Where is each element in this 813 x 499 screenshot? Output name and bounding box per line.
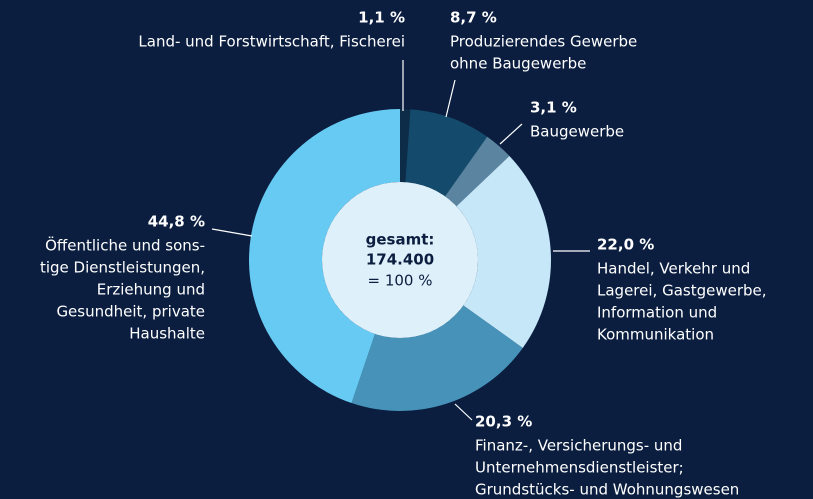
- category-label: Haushalte: [129, 325, 205, 343]
- value-label: 22,0 %: [597, 236, 654, 254]
- leader-line: [499, 123, 523, 145]
- donut-segment: [445, 136, 510, 207]
- category-label: Produzierendes Gewerbe: [450, 33, 637, 51]
- leader-line: [211, 228, 253, 237]
- donut-segment: [351, 305, 523, 411]
- category-label: ohne Baugewerbe: [450, 55, 586, 73]
- center-text: = 100 %: [368, 272, 433, 290]
- center-text: 174.400: [366, 251, 434, 269]
- category-label: Lagerei, Gastgewerbe,: [597, 282, 767, 300]
- center-circle: [322, 182, 478, 338]
- value-label: 3,1 %: [530, 99, 577, 117]
- category-label: Kommunikation: [597, 326, 714, 344]
- leader-line: [445, 79, 456, 118]
- donut-segment: [456, 155, 551, 348]
- category-label: Handel, Verkehr und: [597, 260, 750, 278]
- value-label: 20,3 %: [475, 413, 532, 431]
- value-label: 44,8 %: [148, 213, 205, 231]
- category-label: Information und: [597, 304, 717, 322]
- leader-line: [454, 403, 473, 421]
- category-label: Land- und Forstwirtschaft, Fischerei: [138, 33, 405, 51]
- category-label: Unternehmensdienstleister;: [475, 459, 684, 477]
- category-label: Baugewerbe: [530, 123, 624, 141]
- category-label: tige Dienstleistungen,: [40, 259, 205, 277]
- donut-segment: [400, 109, 411, 183]
- category-label: Öffentliche und sons-: [45, 236, 205, 255]
- category-label: Erziehung und: [97, 281, 205, 299]
- value-label: 8,7 %: [450, 9, 497, 27]
- center-text: gesamt:: [366, 231, 435, 249]
- value-label: 1,1 %: [358, 9, 405, 27]
- donut-segment: [405, 109, 488, 197]
- donut-segment: [248, 109, 400, 404]
- category-label: Gesundheit, private: [56, 303, 205, 321]
- category-label: Grundstücks- und Wohnungswesen: [475, 481, 739, 499]
- category-label: Finanz-, Versicherungs- und: [475, 437, 682, 455]
